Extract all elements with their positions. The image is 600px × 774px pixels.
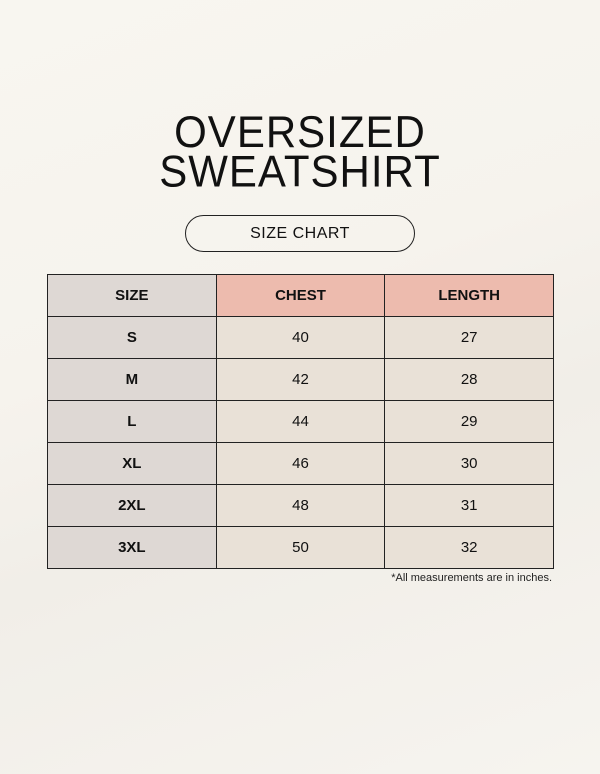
- header-chest: CHEST: [215, 274, 386, 317]
- table-row: 2XL 48 31: [47, 484, 554, 527]
- cell-chest: 40: [215, 316, 386, 359]
- measurement-note: *All measurements are in inches.: [391, 572, 552, 584]
- cell-chest: 48: [215, 484, 386, 527]
- cell-chest: 50: [215, 526, 386, 569]
- cell-chest: 42: [215, 358, 386, 401]
- cell-chest: 44: [215, 400, 386, 443]
- table-row: L 44 29: [47, 400, 554, 443]
- table-row: M 42 28: [47, 358, 554, 401]
- cell-size: 3XL: [47, 526, 217, 569]
- cell-size: XL: [47, 442, 217, 485]
- size-chart-label: SIZE CHART: [185, 215, 415, 252]
- cell-length: 32: [384, 526, 554, 569]
- page-title: OVERSIZED SWEATSHIRT: [0, 109, 600, 193]
- size-table: SIZE CHEST LENGTH S 40 27 M 42 28 L 44 29 XL 46 30 2…: [47, 274, 554, 569]
- table-header-row: SIZE CHEST LENGTH: [47, 274, 554, 317]
- table-row: S 40 27: [47, 316, 554, 359]
- title-line-1: OVERSIZED: [174, 106, 426, 157]
- header-size: SIZE: [47, 274, 217, 317]
- cell-size: S: [47, 316, 217, 359]
- cell-length: 27: [384, 316, 554, 359]
- header-length: LENGTH: [384, 274, 554, 317]
- cell-chest: 46: [215, 442, 386, 485]
- cell-size: M: [47, 358, 217, 401]
- cell-size: 2XL: [47, 484, 217, 527]
- table-row: 3XL 50 32: [47, 526, 554, 569]
- cell-size: L: [47, 400, 217, 443]
- title-line-2: SWEATSHIRT: [159, 146, 441, 197]
- cell-length: 31: [384, 484, 554, 527]
- cell-length: 28: [384, 358, 554, 401]
- cell-length: 30: [384, 442, 554, 485]
- table-row: XL 46 30: [47, 442, 554, 485]
- cell-length: 29: [384, 400, 554, 443]
